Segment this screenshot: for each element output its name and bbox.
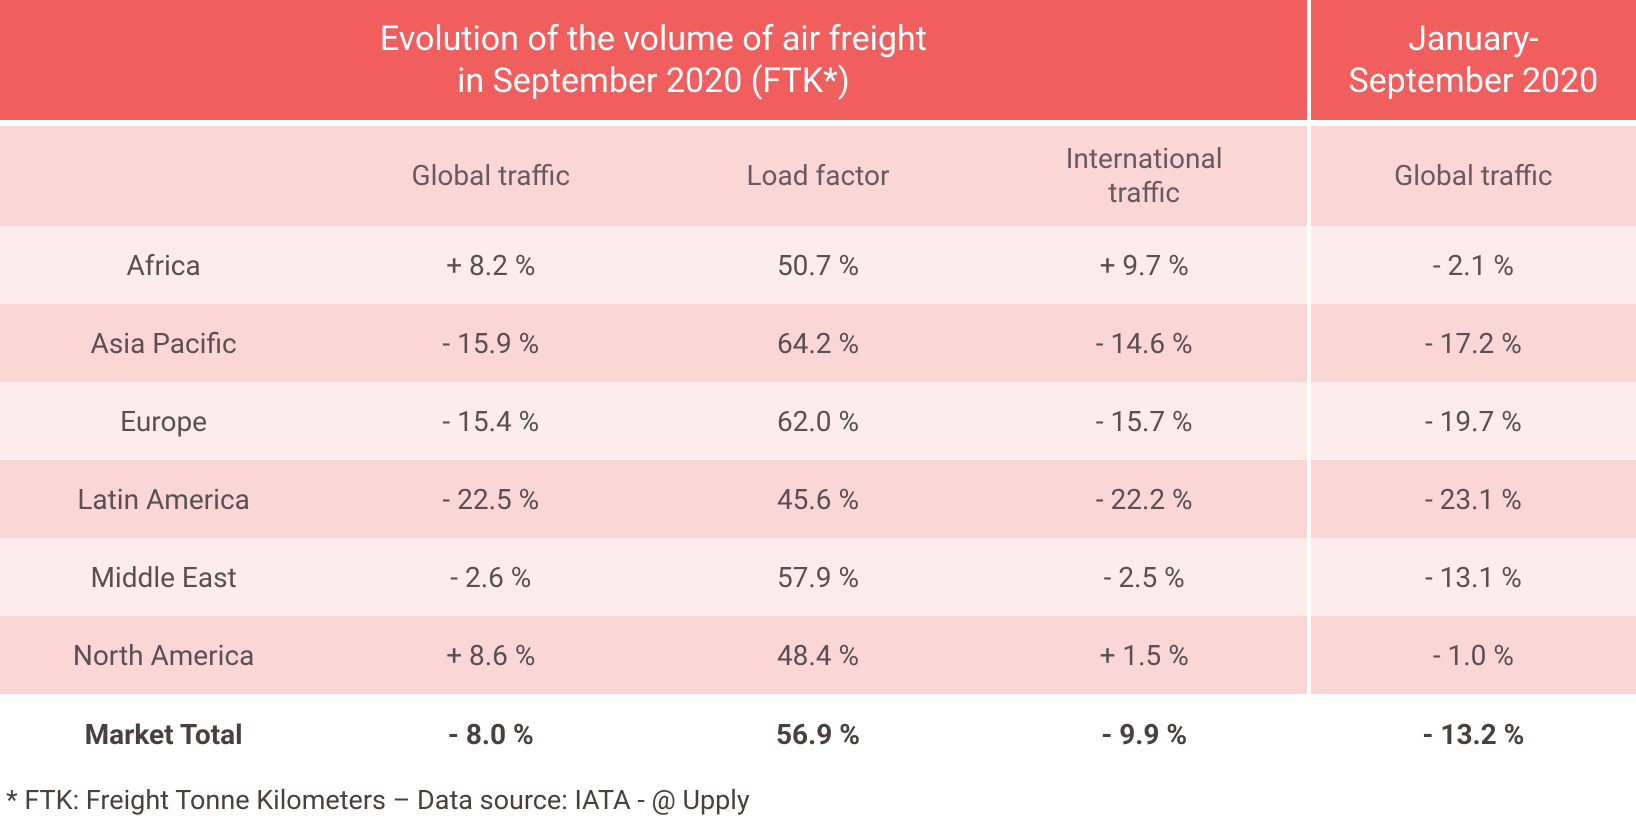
cell-load-factor: 48.4 % <box>654 616 981 694</box>
cell-region: Middle East <box>0 538 327 616</box>
cell-ytd-global-traffic: - 23.1 % <box>1309 460 1636 538</box>
table-row: Asia Pacific- 15.9 %64.2 %- 14.6 %- 17.2… <box>0 304 1636 382</box>
cell-intl-traffic: - 15.7 % <box>982 382 1309 460</box>
title-right: January- September 2020 <box>1309 0 1636 120</box>
cell-global-traffic: - 15.9 % <box>327 304 654 382</box>
cell-global-traffic: - 22.5 % <box>327 460 654 538</box>
title-right-line1: January- <box>1408 19 1539 59</box>
cell-load-factor: 50.7 % <box>654 226 981 304</box>
air-freight-table-container: Evolution of the volume of air freight i… <box>0 0 1636 816</box>
cell-global-traffic: + 8.6 % <box>327 616 654 694</box>
cell-global-traffic: - 8.0 % <box>327 694 654 774</box>
title-left-line2: in September 2020 (FTK*) <box>457 61 850 101</box>
cell-region: Latin America <box>0 460 327 538</box>
cell-global-traffic: + 8.2 % <box>327 226 654 304</box>
cell-ytd-global-traffic: - 17.2 % <box>1309 304 1636 382</box>
cell-intl-traffic: - 9.9 % <box>982 694 1309 774</box>
cell-region: North America <box>0 616 327 694</box>
table-total-row: Market Total- 8.0 %56.9 %- 9.9 %- 13.2 % <box>0 694 1636 774</box>
table-head: Evolution of the volume of air freight i… <box>0 0 1636 226</box>
cell-ytd-global-traffic: - 13.1 % <box>1309 538 1636 616</box>
cell-load-factor: 64.2 % <box>654 304 981 382</box>
col-header-load-factor: Load factor <box>654 126 981 226</box>
table-row: Latin America- 22.5 %45.6 %- 22.2 %- 23.… <box>0 460 1636 538</box>
table-row: Middle East- 2.6 %57.9 %- 2.5 %- 13.1 % <box>0 538 1636 616</box>
cell-load-factor: 57.9 % <box>654 538 981 616</box>
cell-load-factor: 56.9 % <box>654 694 981 774</box>
table-body: Africa+ 8.2 %50.7 %+ 9.7 %- 2.1 %Asia Pa… <box>0 226 1636 774</box>
cell-global-traffic: - 15.4 % <box>327 382 654 460</box>
cell-load-factor: 62.0 % <box>654 382 981 460</box>
col-header-intl-traffic: International traffic <box>982 126 1309 226</box>
title-row: Evolution of the volume of air freight i… <box>0 0 1636 120</box>
cell-intl-traffic: + 9.7 % <box>982 226 1309 304</box>
cell-intl-traffic: - 2.5 % <box>982 538 1309 616</box>
cell-region: Europe <box>0 382 327 460</box>
cell-region: Africa <box>0 226 327 304</box>
cell-intl-traffic: + 1.5 % <box>982 616 1309 694</box>
cell-region: Market Total <box>0 694 327 774</box>
footnote: * FTK: Freight Tonne Kilometers – Data s… <box>0 774 1636 816</box>
table-row: Europe- 15.4 %62.0 %- 15.7 %- 19.7 % <box>0 382 1636 460</box>
col-header-global-traffic: Global traffic <box>327 126 654 226</box>
cell-global-traffic: - 2.6 % <box>327 538 654 616</box>
cell-ytd-global-traffic: - 1.0 % <box>1309 616 1636 694</box>
title-right-line2: September 2020 <box>1348 61 1598 101</box>
col-header-region <box>0 126 327 226</box>
cell-ytd-global-traffic: - 13.2 % <box>1309 694 1636 774</box>
col-header-intl-line1: International <box>1066 142 1223 175</box>
cell-ytd-global-traffic: - 19.7 % <box>1309 382 1636 460</box>
title-left-line1: Evolution of the volume of air freight <box>380 19 927 59</box>
air-freight-table: Evolution of the volume of air freight i… <box>0 0 1636 774</box>
title-left: Evolution of the volume of air freight i… <box>0 0 1309 120</box>
col-header-ytd-global-traffic: Global traffic <box>1309 126 1636 226</box>
cell-intl-traffic: - 14.6 % <box>982 304 1309 382</box>
cell-region: Asia Pacific <box>0 304 327 382</box>
cell-ytd-global-traffic: - 2.1 % <box>1309 226 1636 304</box>
cell-intl-traffic: - 22.2 % <box>982 460 1309 538</box>
cell-load-factor: 45.6 % <box>654 460 981 538</box>
col-header-intl-line2: traffic <box>1108 176 1180 209</box>
table-row: Africa+ 8.2 %50.7 %+ 9.7 %- 2.1 % <box>0 226 1636 304</box>
table-row: North America+ 8.6 %48.4 %+ 1.5 %- 1.0 % <box>0 616 1636 694</box>
subheader-row: Global traffic Load factor International… <box>0 126 1636 226</box>
